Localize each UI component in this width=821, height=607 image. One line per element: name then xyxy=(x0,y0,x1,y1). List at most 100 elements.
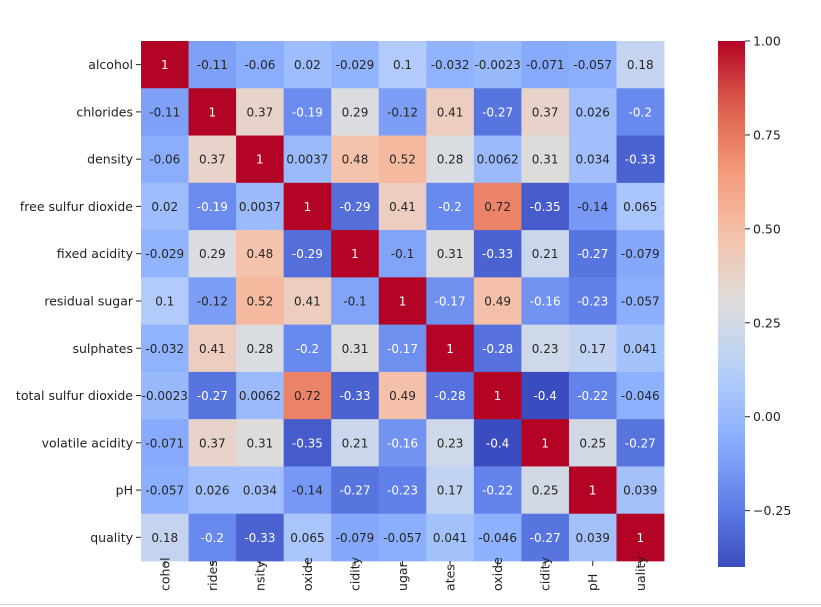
cell-value-label: 0.25 xyxy=(532,484,559,498)
heatmap-cell xyxy=(331,277,380,326)
colorbar-tick-label: 0.25 xyxy=(753,315,781,330)
heatmap-cell xyxy=(283,230,332,278)
heatmap-cell xyxy=(568,371,617,420)
cell-value-label: 0.0037 xyxy=(286,153,328,167)
heatmap-cell xyxy=(141,230,189,278)
cell-value-label: -0.35 xyxy=(292,436,323,450)
heatmap-cell xyxy=(521,371,570,420)
heatmap-cell xyxy=(568,324,617,373)
heatmap-cell xyxy=(283,182,332,231)
heatmap-cell xyxy=(616,41,665,89)
cell-value-label: -0.27 xyxy=(339,484,370,498)
heatmap-cell xyxy=(568,88,617,136)
heatmap-cell xyxy=(283,41,332,89)
heatmap-cell xyxy=(283,419,332,467)
heatmap-cell xyxy=(616,277,665,326)
cell-value-label: -0.057 xyxy=(383,531,422,545)
cell-value-label: 0.1 xyxy=(393,58,412,72)
cell-value-label: 0.28 xyxy=(247,342,274,356)
heatmap-cell xyxy=(378,466,427,515)
heatmap-cell xyxy=(473,513,522,562)
heatmap-cell xyxy=(378,182,427,231)
heatmap-cell xyxy=(426,324,475,373)
cell-value-label: -0.28 xyxy=(435,389,466,403)
cell-value-label: -0.17 xyxy=(387,342,418,356)
heatmap-cells xyxy=(141,41,665,562)
heatmap-cell xyxy=(188,230,237,278)
cell-value-label: 0.29 xyxy=(342,105,369,119)
cell-value-label: -0.0023 xyxy=(142,389,188,403)
cell-value-label: 0.034 xyxy=(243,484,277,498)
heatmap-cell xyxy=(188,135,237,184)
heatmap-cell xyxy=(568,466,617,515)
cell-value-label: 1 xyxy=(161,58,169,72)
heatmap-cell xyxy=(236,371,285,420)
cell-value-label: 0.48 xyxy=(247,247,274,261)
cell-value-label: -0.4 xyxy=(486,436,509,450)
cell-value-label: 0.72 xyxy=(294,389,321,403)
cell-value-label: 0.18 xyxy=(627,58,654,72)
heatmap-cell xyxy=(521,135,570,184)
colorbar-tick-label: 1.00 xyxy=(753,34,781,49)
cell-value-label: -0.33 xyxy=(244,531,275,545)
colorbar: 1.00 0.75 0.50 0.25 0.00 −0.25 xyxy=(718,34,791,567)
y-tick-label: density xyxy=(87,152,133,167)
cell-value-label: -0.071 xyxy=(145,436,184,450)
cell-value-label: -0.29 xyxy=(292,247,323,261)
cell-value-label: 0.065 xyxy=(623,200,657,214)
colorbar-gradient xyxy=(718,41,745,567)
heatmap-cell xyxy=(473,324,522,373)
heatmap-cell xyxy=(141,41,189,89)
heatmap-cell xyxy=(331,513,380,562)
cell-value-label: -0.33 xyxy=(339,389,370,403)
cell-value-label: -0.19 xyxy=(197,200,228,214)
cell-value-label: -0.12 xyxy=(387,105,418,119)
heatmap-cell xyxy=(378,371,427,420)
cell-value-label: -0.071 xyxy=(526,58,565,72)
x-tick-label: ates xyxy=(443,564,458,591)
heatmap-cell xyxy=(236,419,285,467)
heatmap-annotations: 1 -0.11 -0.06 0.02 -0.029 0.1 -0.032 -0.0023 -0.… xyxy=(142,58,660,545)
cell-value-label: 1 xyxy=(541,436,549,450)
heatmap-cell xyxy=(426,466,475,515)
heatmap-cell xyxy=(283,513,332,562)
cell-value-label: 0.37 xyxy=(199,153,226,167)
heatmap-cell xyxy=(188,513,237,562)
cell-value-label: -0.029 xyxy=(336,58,375,72)
cell-value-label: 0.21 xyxy=(342,436,369,450)
cell-value-label: -0.33 xyxy=(625,153,656,167)
heatmap-cell xyxy=(283,324,332,373)
cell-value-label: 0.52 xyxy=(247,294,274,308)
heatmap-cell xyxy=(188,41,237,89)
cell-value-label: 1 xyxy=(636,531,644,545)
cell-value-label: -0.11 xyxy=(149,105,180,119)
heatmap-cell xyxy=(188,88,237,136)
cell-value-label: -0.1 xyxy=(343,294,366,308)
heatmap-cell xyxy=(616,88,665,136)
cell-value-label: 0.026 xyxy=(576,105,610,119)
x-tick-label: oxide xyxy=(490,557,505,591)
cell-value-label: 1 xyxy=(351,247,359,261)
heatmap-cell xyxy=(521,466,570,515)
cell-value-label: 0.0037 xyxy=(239,200,281,214)
cell-value-label: -0.22 xyxy=(577,389,608,403)
heatmap-cell xyxy=(521,182,570,231)
cell-value-label: -0.17 xyxy=(435,294,466,308)
cell-value-label: 0.0062 xyxy=(477,153,519,167)
heatmap-cell xyxy=(331,466,380,515)
cell-value-label: -0.28 xyxy=(482,342,513,356)
y-tick-label: alcohol xyxy=(88,57,133,72)
cell-value-label: -0.2 xyxy=(296,342,319,356)
heatmap-cell xyxy=(236,277,285,326)
heatmap-cell xyxy=(141,182,189,231)
cell-value-label: 0.065 xyxy=(290,531,324,545)
cell-value-label: 0.41 xyxy=(199,342,226,356)
cell-value-label: -0.032 xyxy=(145,342,184,356)
cell-value-label: -0.27 xyxy=(482,105,513,119)
cell-value-label: 0.31 xyxy=(342,342,369,356)
heatmap-cell xyxy=(188,419,237,467)
y-tick-label: chlorides xyxy=(76,104,133,119)
cell-value-label: 0.041 xyxy=(433,531,467,545)
cell-value-label: 0.23 xyxy=(532,342,559,356)
cell-value-label: 0.039 xyxy=(576,531,610,545)
